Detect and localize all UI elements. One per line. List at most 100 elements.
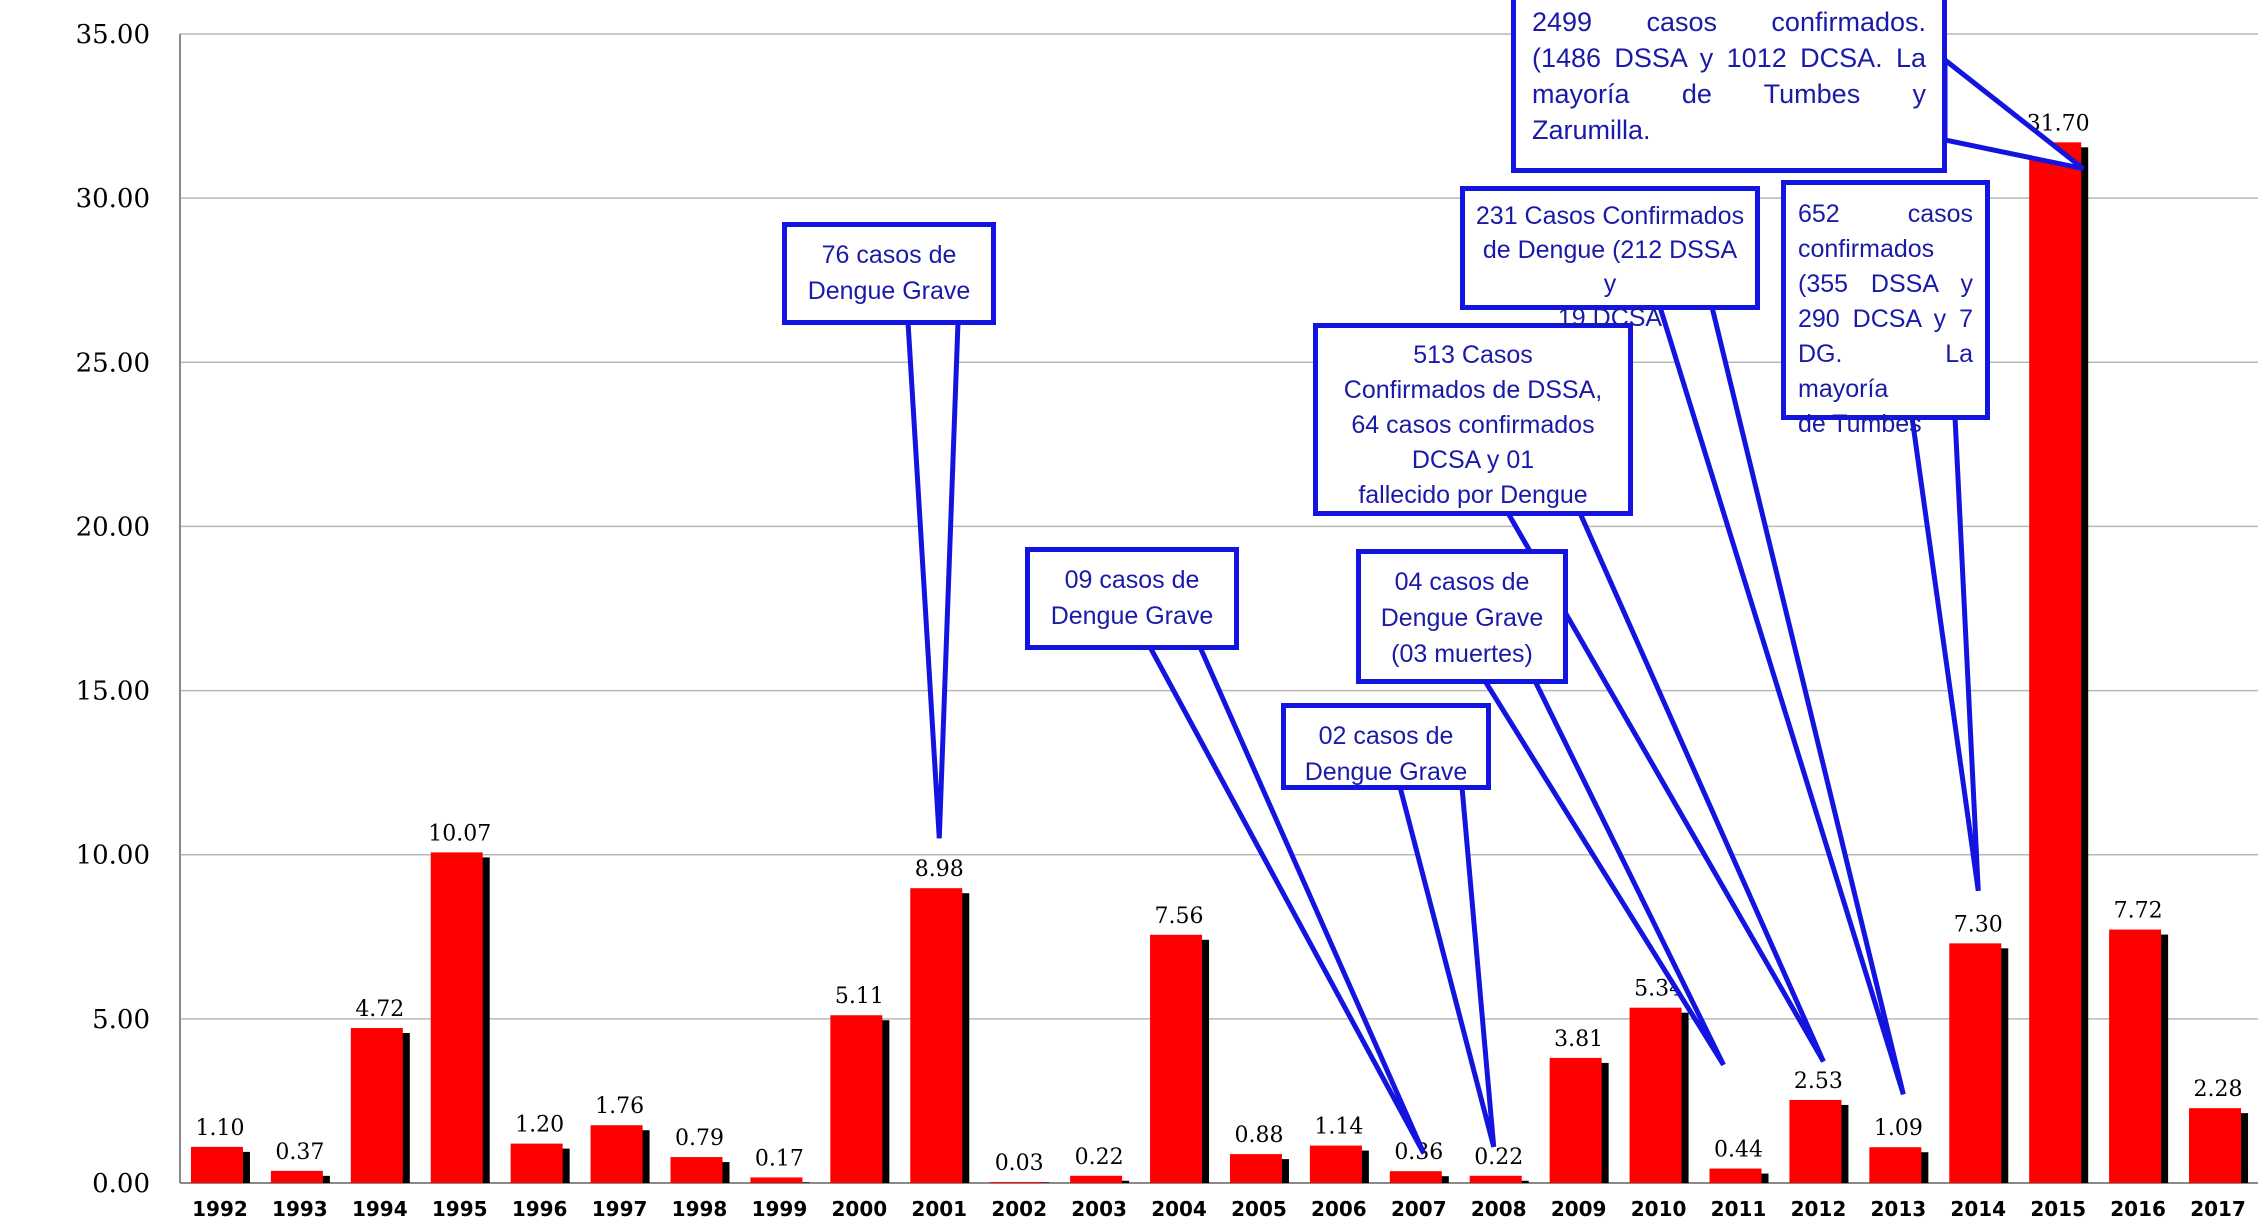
data-label: 7.30 — [1954, 912, 2003, 937]
x-tick-label: 2012 — [1791, 1197, 1847, 1221]
data-label: 8.98 — [915, 857, 964, 882]
bar — [1469, 1175, 1522, 1183]
callout-pointer — [1396, 784, 1497, 1148]
callout-2001: 76 casos de Dengue Grave — [782, 222, 996, 325]
callout-line: Confirmados de DSSA, — [1343, 376, 1603, 404]
x-tick-label: 1997 — [592, 1197, 648, 1221]
callout-line: mayoría de Tumbes y — [1532, 79, 1926, 109]
bars — [190, 142, 2249, 1184]
x-tick-label: 2001 — [911, 1197, 967, 1221]
x-tick-label: 2004 — [1151, 1197, 1207, 1221]
bar — [510, 1143, 563, 1183]
x-tick-label: 2015 — [2030, 1197, 2086, 1221]
callout-line: 02 casos de — [1318, 722, 1454, 750]
bar — [1869, 1147, 1922, 1183]
x-tick-label: 2010 — [1631, 1197, 1687, 1221]
data-label: 1.10 — [195, 1116, 244, 1141]
callout-line: de Tumbes — [1798, 410, 1922, 438]
data-label: 7.72 — [2114, 899, 2163, 924]
callout-line: confirmados — [1798, 235, 1935, 263]
callout-line: Dengue Grave — [1380, 604, 1544, 632]
callout-line: 652 casos — [1798, 200, 1973, 228]
x-tick-label: 2009 — [1551, 1197, 1607, 1221]
callout-2014: 652 casos confirmados (355 DSSA y 290 DC… — [1781, 180, 1990, 438]
bar — [190, 1146, 243, 1183]
bar — [1709, 1168, 1762, 1183]
x-tick-label: 1996 — [512, 1197, 568, 1221]
x-tick-label: 2007 — [1391, 1197, 1447, 1221]
callout-line: 290 DCSA y 7 — [1798, 305, 1973, 333]
callout-line: DCSA y 01 — [1411, 446, 1535, 474]
data-label: 1.20 — [515, 1113, 564, 1138]
callout-line: 513 Casos — [1413, 341, 1533, 369]
data-label: 1.09 — [1874, 1116, 1923, 1141]
x-tick-label: 2002 — [991, 1197, 1047, 1221]
data-label: 3.81 — [1554, 1027, 1603, 1052]
y-tick-label: 20.00 — [76, 512, 150, 542]
bar — [350, 1028, 403, 1183]
y-tick-label: 35.00 — [76, 20, 150, 50]
x-tick-label: 2003 — [1071, 1197, 1127, 1221]
data-label: 0.17 — [755, 1146, 804, 1171]
callout-2007: 09 casos de Dengue Grave — [1025, 547, 1239, 650]
y-axis-ticks: 0.00 5.00 10.00 15.00 20.00 25.00 30.00 35.00 — [76, 20, 150, 1199]
callout-line: 231 Casos Confirmados — [1475, 202, 1745, 230]
x-tick-label: 2011 — [1711, 1197, 1767, 1221]
data-label: 0.79 — [675, 1126, 724, 1151]
data-label: 1.14 — [1314, 1115, 1363, 1140]
bar — [830, 1015, 883, 1183]
callout-line: DG. La mayoría — [1798, 340, 1973, 403]
x-tick-label: 1992 — [192, 1197, 248, 1221]
callout-line: 19 DCSA — [1557, 304, 1663, 332]
x-tick-label: 2016 — [2110, 1197, 2166, 1221]
x-tick-label: 2005 — [1231, 1197, 1287, 1221]
bar — [430, 852, 483, 1183]
data-label: 0.22 — [1075, 1145, 1124, 1170]
y-tick-label: 25.00 — [76, 348, 150, 378]
bar — [670, 1157, 723, 1183]
callout-2015: 2499 casos confirmados. (1486 DSSA y 101… — [1511, 0, 1947, 173]
callout-line: 04 casos de — [1394, 568, 1530, 596]
data-label: 2.53 — [1794, 1069, 1843, 1094]
data-label: 0.03 — [995, 1151, 1044, 1176]
x-tick-label: 1993 — [272, 1197, 328, 1221]
bar — [750, 1177, 803, 1183]
bar — [590, 1125, 643, 1183]
callout-line: Dengue Grave — [1304, 758, 1468, 786]
bar — [2109, 929, 2162, 1183]
bar — [1949, 943, 2002, 1183]
data-label: 4.72 — [355, 997, 404, 1022]
y-tick-label: 5.00 — [92, 1005, 150, 1035]
callout-line: fallecido por Dengue — [1358, 481, 1588, 509]
callout-line: Dengue Grave — [1050, 602, 1214, 630]
callout-pointer — [1909, 414, 1981, 892]
data-label: 0.37 — [275, 1140, 324, 1165]
data-label: 7.56 — [1155, 904, 1204, 929]
x-tick-label: 1994 — [352, 1197, 408, 1221]
x-tick-label: 1995 — [432, 1197, 488, 1221]
x-axis-ticks: 1992 1993 1994 1995 1996 1997 1998 1999 2000 2001… — [192, 1197, 2246, 1221]
bar — [1389, 1171, 1442, 1183]
callout-line: (355 DSSA y — [1798, 270, 1973, 298]
callout-line: 09 casos de — [1064, 566, 1200, 594]
data-label: 10.07 — [428, 821, 491, 846]
bar — [270, 1170, 323, 1183]
data-label: 5.11 — [835, 984, 884, 1009]
y-tick-label: 15.00 — [76, 677, 150, 707]
callout-line: (1486 DSSA y 1012 DCSA. La — [1532, 43, 1926, 73]
bar — [1629, 1007, 1682, 1183]
y-tick-label: 10.00 — [76, 841, 150, 871]
data-labels: 1.10 0.37 4.72 10.07 1.20 1.76 0.79 0.17 5.11 8.9… — [195, 111, 2242, 1176]
callout-line: de Dengue (212 DSSA y — [1482, 236, 1738, 298]
x-tick-label: 2013 — [1871, 1197, 1927, 1221]
bar — [2189, 1108, 2242, 1183]
bar — [1789, 1099, 1842, 1183]
bar — [2029, 142, 2082, 1184]
callout-2011: 04 casos de Dengue Grave (03 muertes) — [1356, 549, 1568, 684]
bar — [1549, 1057, 1602, 1183]
callout-pointer — [905, 319, 961, 839]
bar — [990, 1182, 1043, 1183]
x-tick-label: 2014 — [1950, 1197, 2006, 1221]
data-label: 2.28 — [2194, 1077, 2243, 1102]
x-tick-label: 1998 — [672, 1197, 728, 1221]
